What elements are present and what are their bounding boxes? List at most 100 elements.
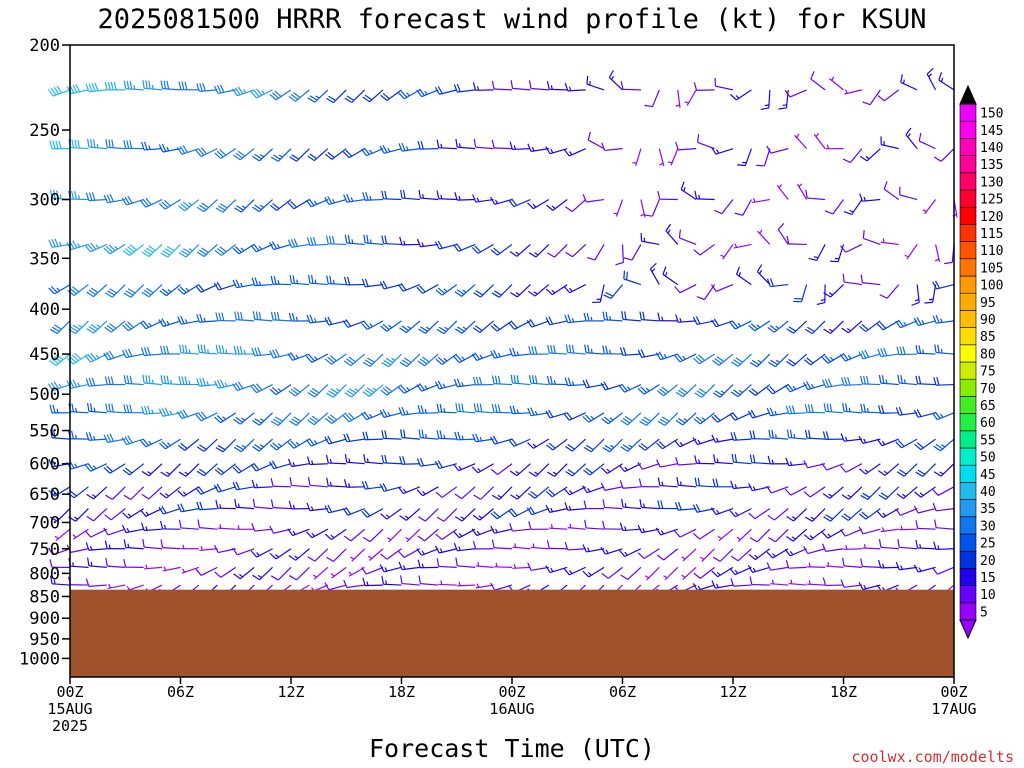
wind-barb	[583, 438, 605, 453]
colorbar-segment	[959, 430, 977, 449]
wind-barb	[453, 528, 476, 539]
wind-barb	[196, 501, 218, 511]
wind-barb	[934, 344, 955, 355]
colorbar-segment	[959, 447, 977, 466]
wind-barb	[711, 434, 734, 443]
wind-barb	[841, 320, 863, 334]
wind-barb	[87, 403, 107, 414]
wind-barb	[895, 508, 918, 516]
wind-barb	[475, 583, 494, 589]
wind-barb	[583, 500, 605, 510]
wind-barb	[87, 138, 107, 150]
wind-barb	[435, 353, 458, 365]
wind-barb	[326, 89, 347, 104]
wind-barb	[565, 199, 587, 213]
wind-barb	[434, 380, 457, 390]
wind-barb	[825, 144, 844, 150]
colorbar-tick-label: 40	[980, 485, 996, 500]
wind-barb	[454, 284, 476, 297]
colorbar-tick-label: 90	[980, 313, 996, 328]
wind-barb	[545, 565, 568, 574]
wind-barb	[269, 460, 292, 470]
wind-barb	[177, 438, 200, 451]
wind-barb	[582, 194, 605, 203]
wind-barb	[141, 243, 163, 258]
wind-barb	[104, 376, 126, 386]
wind-barb	[48, 284, 71, 295]
wind-barb	[289, 412, 310, 426]
wind-barb	[252, 412, 273, 426]
wind-barb	[911, 284, 920, 306]
wind-barb	[178, 243, 200, 258]
wind-barb	[766, 485, 789, 494]
pressure-tick-label: 850	[29, 587, 60, 607]
wind-barb	[527, 562, 549, 571]
wind-barb	[748, 548, 771, 561]
wind-barb	[490, 243, 513, 256]
wind-barb	[657, 191, 678, 201]
wind-barb	[618, 384, 642, 393]
wind-barb	[714, 199, 734, 215]
wind-barb	[361, 508, 384, 518]
wind-barb	[895, 561, 918, 571]
wind-barb	[565, 344, 586, 355]
wind-barb	[436, 190, 457, 201]
wind-barb	[84, 463, 108, 472]
wind-barb	[178, 463, 200, 477]
wind-barb	[656, 384, 679, 397]
wind-barb	[657, 500, 678, 510]
wind-barb	[252, 566, 273, 581]
wind-barb	[103, 463, 126, 474]
wind-barb	[684, 89, 697, 106]
wind-barb	[637, 384, 660, 395]
wind-barb	[381, 190, 402, 201]
wind-barb	[491, 80, 513, 91]
colorbar-tick-label: 115	[980, 227, 1003, 242]
wind-barb	[107, 583, 126, 590]
wind-barb	[196, 463, 218, 477]
wind-barb	[325, 412, 347, 424]
wind-barb	[766, 407, 789, 417]
wind-barb	[510, 486, 531, 500]
wind-barb	[582, 412, 605, 423]
wind-barb	[287, 458, 310, 468]
wind-barb	[932, 280, 955, 290]
wind-barb	[840, 463, 863, 473]
wind-barb	[862, 89, 881, 106]
wind-barb	[213, 544, 236, 554]
wind-barb	[587, 131, 605, 150]
wind-barb	[160, 345, 181, 355]
wind-barb	[343, 579, 365, 589]
wind-barb	[121, 524, 144, 534]
colorbar-segment	[959, 396, 977, 414]
wind-barb	[49, 508, 71, 522]
wind-barb	[123, 140, 144, 150]
wind-barb	[565, 438, 587, 452]
wind-barb	[915, 345, 936, 355]
wind-barb	[824, 199, 844, 215]
colorbar-segment	[959, 275, 977, 294]
wind-barb	[342, 506, 365, 516]
pressure-tick-label: 450	[29, 345, 60, 365]
wind-barb	[731, 453, 752, 465]
wind-barb	[142, 80, 163, 91]
wind-barb	[730, 431, 752, 441]
wind-barb	[140, 320, 163, 330]
wind-barb	[843, 545, 862, 551]
wind-barb	[363, 453, 384, 465]
wind-barb	[250, 383, 273, 394]
wind-barb	[158, 143, 181, 153]
wind-barb	[361, 147, 384, 157]
time-tick-label: 12Z	[719, 683, 746, 701]
wind-barb	[250, 462, 273, 472]
pressure-tick-label: 650	[29, 485, 60, 505]
wind-barb	[694, 477, 715, 488]
wind-barb	[821, 462, 844, 471]
wind-barb	[472, 540, 494, 550]
wind-barb	[608, 70, 623, 91]
wind-barb	[306, 456, 328, 466]
wind-barb	[675, 89, 681, 108]
wind-barb	[362, 577, 384, 587]
wind-barb	[344, 234, 365, 246]
colorbar-tick-label: 105	[980, 261, 1003, 276]
